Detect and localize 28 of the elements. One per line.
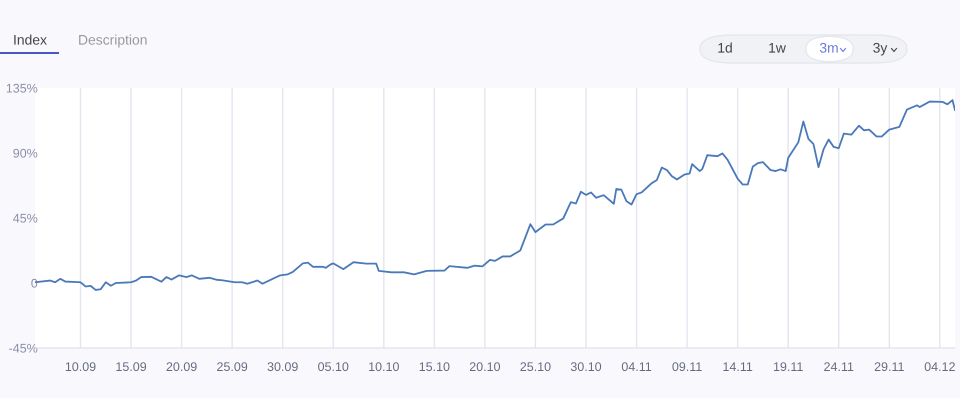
text: Description (79, 34, 147, 48)
x-tick-label: 09.11 (672, 362, 702, 372)
text: 1w (769, 43, 786, 53)
text: Index (14, 34, 47, 45)
y-tick-label: 90% (13, 148, 38, 158)
x-tick-label: 04.11 (622, 362, 652, 372)
x-tick-label: 20.09 (166, 362, 197, 372)
x-tick-label: 19.11 (774, 362, 803, 372)
y-tick-label: 135% (6, 84, 38, 93)
x-tick-label: 14.11 (723, 362, 752, 371)
x-tick-label: 30.10 (570, 362, 602, 372)
x-tick-label: 20.10 (470, 362, 500, 372)
x-tick-label: 04.12 (924, 362, 955, 372)
x-tick-label: 29.11 (874, 362, 904, 372)
x-tick-label: 30.09 (268, 362, 298, 372)
x-tick-label: 15.10 (420, 362, 450, 372)
x-tick-label: 25.09 (217, 362, 248, 372)
text: 3m (820, 42, 838, 53)
y-tick-label: -45% (9, 344, 38, 353)
x-tick-label: 10.10 (369, 362, 399, 372)
x-tick-label: 25.10 (520, 362, 551, 372)
text: 3y (873, 42, 888, 56)
x-tick-label: 24.11 (824, 362, 854, 371)
y-tick-label: 45% (13, 214, 38, 223)
x-tick-label: 15.09 (116, 362, 146, 372)
text: 1d (718, 42, 732, 53)
x-tick-label: 05.10 (318, 362, 348, 372)
x-tick-label: 10.09 (66, 362, 96, 372)
